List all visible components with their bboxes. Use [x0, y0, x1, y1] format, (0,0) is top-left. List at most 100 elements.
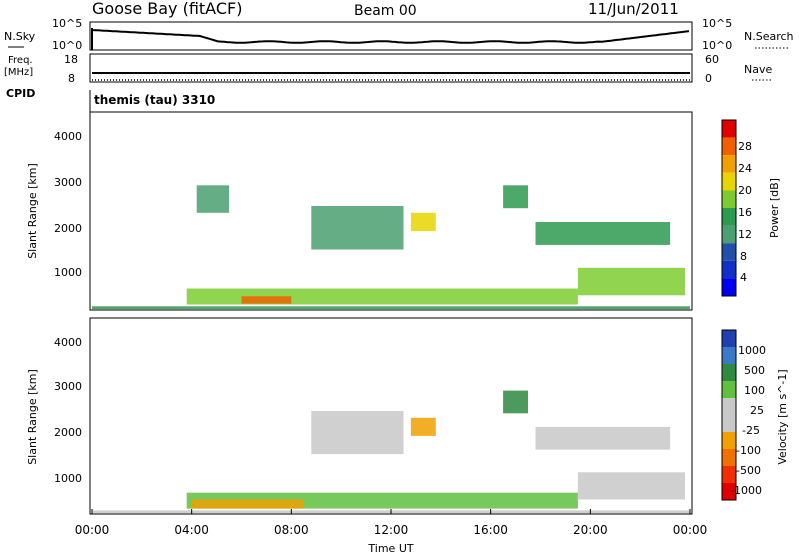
freq-right-tick-top: 60	[705, 53, 719, 66]
power-ytick-1000: 1000	[54, 266, 82, 279]
velocity-ytick-4000: 4000	[54, 336, 82, 349]
velocity-colorbar	[721, 329, 737, 501]
power-ytick-4000: 4000	[54, 130, 82, 143]
velocity-ytick-2000: 2000	[54, 426, 82, 439]
time-tick-label-2: 08:00	[274, 523, 309, 537]
power-colorbar-swatch-9	[722, 278, 736, 296]
noise-left-tick-bottom: 10^0	[52, 39, 82, 52]
freq-left-tick-bottom: 8	[68, 72, 75, 85]
power-cbar-tick-4: 4	[740, 271, 747, 284]
power-colorbar-swatch-0	[722, 120, 736, 138]
power-ylabel: Slant Range [km]	[26, 163, 39, 259]
velocity-ytick-1000: 1000	[54, 472, 82, 485]
velocity-colorbar-swatch-2	[722, 364, 736, 381]
time-tick-label-3: 12:00	[374, 523, 409, 537]
time-tick-label-4: 16:00	[473, 523, 508, 537]
cpid-value: themis (tau) 3310	[94, 93, 215, 107]
power-panel: Slant Range [km] 4000 3000 2000 1000 28 …	[26, 111, 781, 311]
velocity-echo-region-6	[577, 472, 685, 500]
power-ytick-2000: 2000	[54, 222, 82, 235]
velocity-cbar-tick-m100: -100	[736, 444, 761, 457]
power-ytick-3000: 3000	[54, 176, 82, 189]
velocity-colorbar-swatch-3	[722, 381, 736, 398]
velocity-colorbar-ticks: 1000 500 100 25 -25 -100 -500 -1000	[730, 344, 766, 497]
power-cbar-tick-8: 8	[740, 250, 747, 263]
cpid-label: CPID	[6, 87, 35, 100]
power-cbar-tick-16: 16	[738, 206, 752, 219]
velocity-ytick-3000: 3000	[54, 380, 82, 393]
power-colorbar	[721, 119, 737, 297]
velocity-colorbar-swatch-6	[722, 432, 736, 449]
power-cbar-tick-28: 28	[738, 140, 752, 153]
time-axis: 00:00 04:00 08:00 12:00 16:00 20:00 00:00	[75, 509, 708, 537]
noise-sky-label: N.Sky	[4, 30, 36, 43]
power-echo-region-2	[241, 296, 292, 304]
velocity-cbar-tick-m25: -25	[742, 424, 760, 437]
velocity-cbar-tick-m500: -500	[736, 464, 761, 477]
power-echo-region-4	[410, 212, 436, 232]
date-title: 11/Jun/2011	[588, 0, 679, 18]
power-colorbar-swatch-1	[722, 137, 736, 156]
velocity-echo-region-7	[503, 390, 528, 414]
velocity-cbar-tick-500: 500	[744, 364, 765, 377]
noise-right-tick-top: 10^5	[702, 17, 732, 30]
power-yticks: 4000 3000 2000 1000	[54, 130, 82, 279]
power-colorbar-swatch-6	[722, 225, 736, 244]
noise-panel: N.Sky 10^5 10^0 10^5 10^0 N.Search	[4, 17, 794, 52]
velocity-colorbar-swatch-0	[722, 330, 736, 347]
time-tick-label-6: 00:00	[673, 523, 708, 537]
velocity-cbar-tick-25: 25	[750, 404, 764, 417]
velocity-echo-region-5	[535, 426, 671, 450]
power-echo-region-8	[503, 185, 528, 209]
velocity-colorbar-swatch-9	[722, 483, 736, 500]
power-echo-region-6	[577, 267, 685, 296]
power-colorbar-swatch-5	[722, 208, 736, 226]
time-tick-label-1: 04:00	[174, 523, 209, 537]
velocity-yticks: 4000 3000 2000 1000	[54, 336, 82, 485]
velocity-ylabel: Slant Range [km]	[26, 369, 39, 465]
velocity-panel: Slant Range [km] 4000 3000 2000 1000 100…	[26, 317, 789, 515]
freq-panel: Freq. [MHz] 18 8 60 0 Nave	[4, 53, 772, 85]
power-colorbar-frame	[721, 119, 737, 297]
freq-label-line2: [MHz]	[4, 67, 33, 78]
power-echo-region-0	[92, 306, 690, 310]
noise-search-label: N.Search	[744, 30, 794, 43]
velocity-colorbar-frame	[721, 329, 737, 501]
power-colorbar-swatch-8	[722, 260, 736, 279]
noise-left-tick-top: 10^5	[52, 17, 82, 30]
power-echo-region-7	[196, 185, 230, 213]
freq-label-line1: Freq.	[8, 55, 33, 66]
time-tick-label-5: 20:00	[573, 523, 608, 537]
noise-sky-trace	[91, 29, 690, 44]
beam-title: Beam 00	[354, 3, 417, 19]
velocity-cbar-tick-m1000: -1000	[730, 484, 762, 497]
power-colorbar-swatch-3	[722, 172, 736, 191]
time-tick-label-0: 00:00	[75, 523, 110, 537]
power-colorbar-swatch-4	[722, 190, 736, 208]
power-colorbar-swatch-2	[722, 155, 736, 173]
freq-left-tick-top: 18	[64, 53, 78, 66]
station-title: Goose Bay (fitACF)	[92, 0, 242, 18]
freq-panel-frame	[89, 53, 693, 83]
freq-right-tick-bottom: 0	[705, 72, 712, 85]
velocity-echo-region-3	[311, 411, 404, 455]
velocity-colorbar-swatch-7	[722, 449, 736, 466]
velocity-echo-region-2	[191, 499, 304, 509]
power-echo-cells	[92, 185, 690, 310]
velocity-cbar-tick-1000: 1000	[738, 344, 766, 357]
power-echo-region-3	[311, 206, 404, 250]
velocity-colorbar-swatch-4	[722, 398, 736, 415]
velocity-colorbar-swatch-5	[722, 415, 736, 432]
power-cbar-tick-12: 12	[738, 228, 752, 241]
velocity-colorbar-swatch-8	[722, 466, 736, 483]
noise-panel-frame	[89, 21, 693, 51]
power-echo-region-5	[535, 222, 671, 245]
velocity-colorbar-label: Velocity [m s^-1]	[776, 369, 789, 464]
velocity-cbar-tick-100: 100	[744, 384, 765, 397]
power-colorbar-swatch-7	[722, 243, 736, 261]
power-colorbar-label: Power [dB]	[768, 178, 781, 238]
power-cbar-tick-20: 20	[738, 184, 752, 197]
nave-label: Nave	[744, 63, 772, 76]
power-cbar-tick-24: 24	[738, 162, 752, 175]
